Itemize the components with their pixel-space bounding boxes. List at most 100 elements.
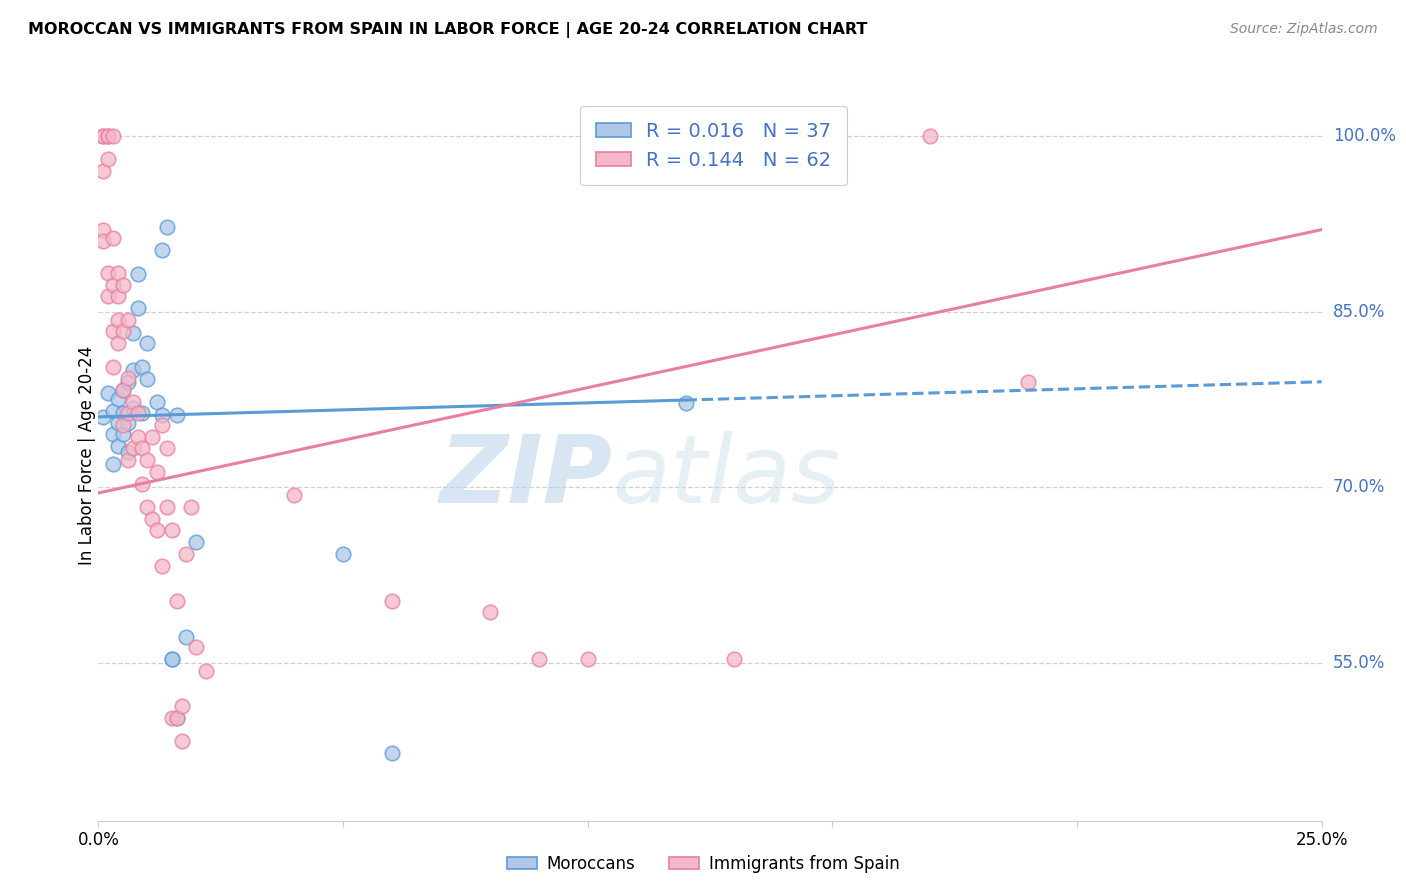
Point [101, 404, 124, 418]
Point [127, 406, 149, 420]
Point [127, 267, 149, 281]
Point [121, 363, 143, 377]
Legend: Moroccans, Immigrants from Spain: Moroccans, Immigrants from Spain [501, 848, 905, 880]
Point [91, 222, 114, 236]
Point [117, 445, 139, 459]
Text: 100.0%: 100.0% [1333, 127, 1396, 145]
Point [101, 457, 124, 471]
Text: 55.0%: 55.0% [1333, 654, 1385, 672]
Point [156, 442, 179, 456]
Point [127, 301, 149, 315]
Point [111, 383, 134, 397]
Point [107, 312, 129, 326]
Point [576, 652, 599, 666]
Point [127, 430, 149, 444]
Point [111, 406, 134, 420]
Point [176, 630, 198, 644]
Text: Source: ZipAtlas.com: Source: ZipAtlas.com [1230, 22, 1378, 37]
Point [141, 512, 163, 526]
Point [136, 453, 159, 467]
Y-axis label: In Labor Force | Age 20-24: In Labor Force | Age 20-24 [79, 345, 96, 565]
Point [107, 392, 129, 407]
Point [107, 416, 129, 430]
Point [166, 711, 188, 725]
Point [156, 500, 179, 514]
Point [136, 372, 159, 386]
Point [478, 605, 501, 619]
Point [97, 386, 120, 401]
Point [797, 128, 820, 143]
Point [97, 128, 120, 143]
Point [91, 235, 114, 249]
Point [97, 153, 120, 167]
Point [121, 394, 143, 409]
Point [107, 439, 129, 453]
Point [381, 746, 404, 760]
Point [156, 220, 179, 235]
Point [136, 336, 159, 351]
Point [141, 430, 163, 444]
Point [101, 325, 124, 339]
Point [111, 325, 134, 339]
Point [91, 164, 114, 178]
Point [111, 277, 134, 292]
Point [146, 524, 169, 538]
Point [146, 394, 169, 409]
Point [150, 408, 173, 422]
Point [121, 442, 143, 456]
Point [101, 231, 124, 245]
Point [91, 128, 114, 143]
Point [107, 266, 129, 280]
Point [111, 383, 134, 397]
Point [146, 465, 169, 479]
Point [675, 396, 697, 410]
Point [626, 128, 648, 143]
Point [160, 711, 183, 725]
Point [117, 453, 139, 467]
Point [160, 652, 183, 666]
Point [121, 401, 143, 415]
Legend: R = 0.016   N = 37, R = 0.144   N = 62: R = 0.016 N = 37, R = 0.144 N = 62 [581, 106, 846, 185]
Point [160, 524, 183, 538]
Point [97, 266, 120, 280]
Point [195, 664, 218, 678]
Point [121, 326, 143, 340]
Point [180, 500, 202, 514]
Point [101, 427, 124, 442]
Point [1017, 375, 1039, 389]
Point [166, 408, 188, 422]
Point [101, 277, 124, 292]
Point [723, 652, 745, 666]
Point [160, 652, 183, 666]
Point [131, 359, 153, 374]
Text: 70.0%: 70.0% [1333, 478, 1385, 496]
Point [920, 128, 942, 143]
Point [283, 488, 305, 502]
Text: ZIP: ZIP [439, 431, 612, 523]
Point [107, 289, 129, 303]
Point [527, 652, 550, 666]
Point [101, 359, 124, 374]
Point [97, 128, 120, 143]
Point [150, 243, 173, 257]
Text: MOROCCAN VS IMMIGRANTS FROM SPAIN IN LABOR FORCE | AGE 20-24 CORRELATION CHART: MOROCCAN VS IMMIGRANTS FROM SPAIN IN LAB… [28, 22, 868, 38]
Point [91, 409, 114, 424]
Point [176, 547, 198, 561]
Point [170, 698, 193, 713]
Point [186, 535, 208, 549]
Point [117, 375, 139, 389]
Text: atlas: atlas [612, 432, 841, 523]
Point [166, 593, 188, 607]
Point [131, 476, 153, 491]
Point [91, 128, 114, 143]
Point [111, 427, 134, 442]
Point [117, 312, 139, 326]
Point [111, 418, 134, 433]
Point [166, 711, 188, 725]
Point [150, 558, 173, 573]
Text: 85.0%: 85.0% [1333, 302, 1385, 320]
Point [117, 406, 139, 420]
Point [131, 442, 153, 456]
Point [101, 128, 124, 143]
Point [332, 547, 354, 561]
